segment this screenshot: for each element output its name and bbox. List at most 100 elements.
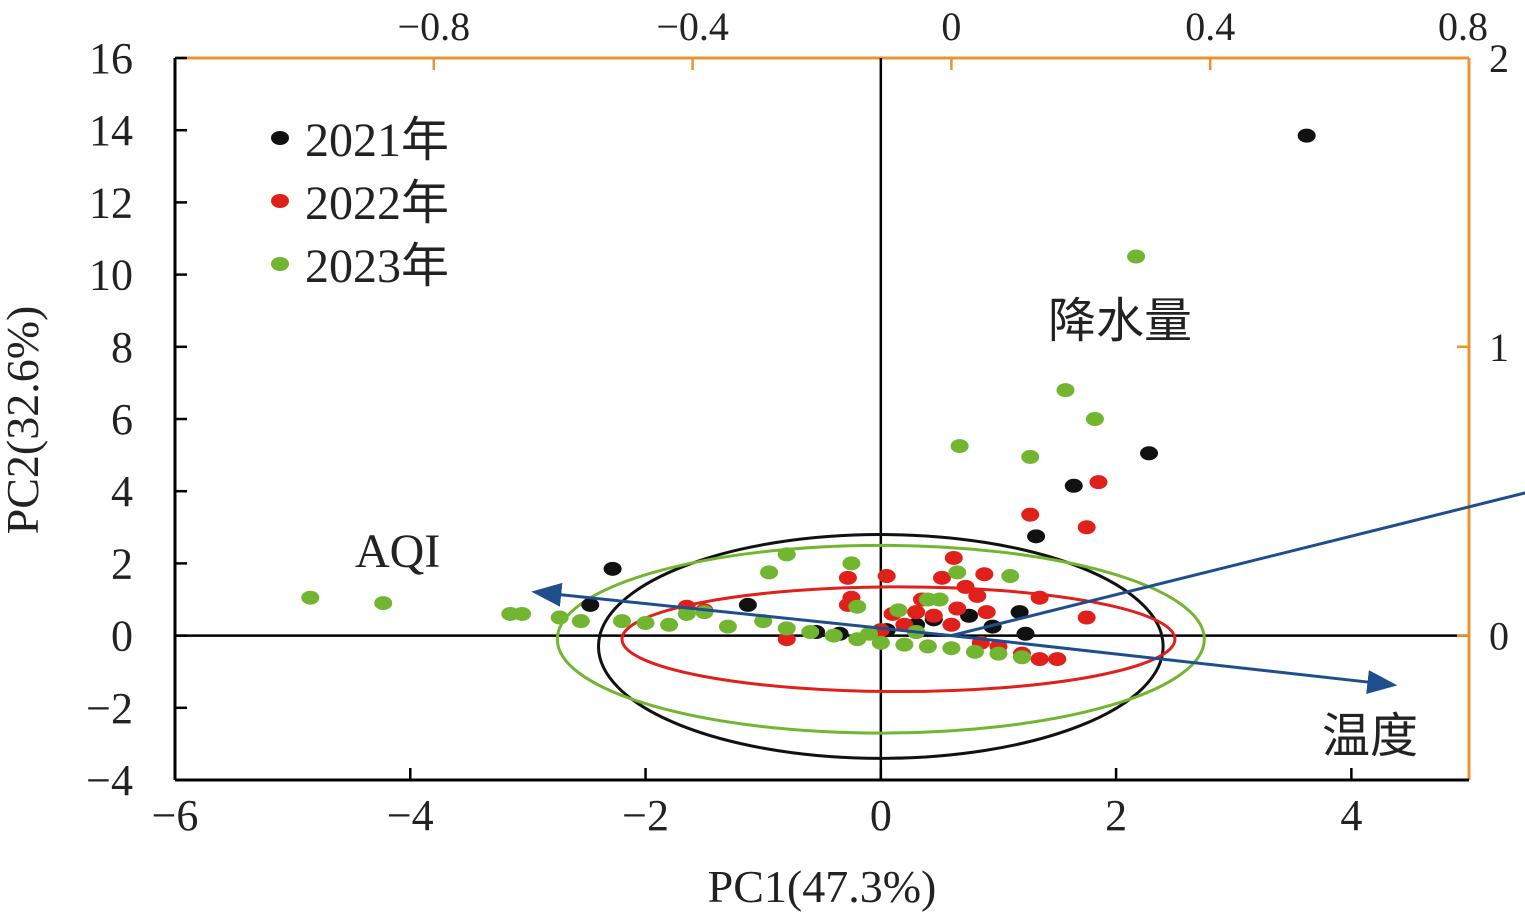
point-s2-25 bbox=[824, 628, 843, 643]
point-s2-4 bbox=[1021, 449, 1040, 464]
x-tick-label-5: 4 bbox=[1340, 791, 1362, 840]
point-s1-28 bbox=[1048, 652, 1067, 667]
point-s2-6 bbox=[842, 556, 861, 571]
confidence-ellipse-0 bbox=[596, 533, 1165, 760]
point-s1-27 bbox=[1030, 652, 1049, 667]
right-tick-label-1: 1 bbox=[1489, 325, 1509, 370]
point-s1-6 bbox=[932, 570, 951, 585]
point-s2-3 bbox=[950, 439, 969, 454]
point-s1-9 bbox=[968, 588, 987, 603]
point-s2-1 bbox=[1056, 383, 1075, 398]
point-s2-0 bbox=[1127, 249, 1146, 264]
x-tick-label-1: −4 bbox=[387, 791, 434, 840]
point-s0-2 bbox=[1064, 478, 1083, 493]
point-s2-18 bbox=[695, 605, 714, 620]
legend-item-2021: 2021年 bbox=[271, 114, 449, 167]
x-tick-label-0: −6 bbox=[152, 791, 199, 840]
point-s0-5 bbox=[581, 597, 600, 612]
y-axis-title: PC2(32.6%) bbox=[0, 306, 48, 535]
y-tick-label-1: −2 bbox=[86, 684, 133, 733]
point-s2-28 bbox=[895, 637, 914, 652]
loading-label-aqi: AQI bbox=[355, 525, 440, 578]
point-s2-36 bbox=[613, 614, 632, 629]
legend-item-2023: 2023年 bbox=[271, 240, 449, 293]
confidence-ellipse-2 bbox=[555, 543, 1206, 735]
point-s2-2 bbox=[1085, 412, 1104, 426]
top-tick-label-1: −0.4 bbox=[656, 4, 729, 49]
point-s2-32 bbox=[989, 646, 1008, 661]
point-s0-1 bbox=[1140, 446, 1159, 461]
point-s2-13 bbox=[374, 596, 393, 611]
point-s0-8 bbox=[1016, 626, 1035, 641]
point-s2-12 bbox=[301, 590, 320, 605]
point-s2-35 bbox=[636, 615, 655, 630]
point-s2-33 bbox=[1012, 650, 1031, 665]
x-tick-label-3: 0 bbox=[870, 791, 892, 840]
point-s0-6 bbox=[738, 597, 757, 612]
point-s1-12 bbox=[1030, 590, 1049, 605]
scatter-points bbox=[301, 128, 1316, 667]
legend-item-2022: 2022年 bbox=[271, 177, 449, 230]
point-s2-30 bbox=[942, 641, 961, 656]
point-s1-23 bbox=[942, 617, 961, 632]
y-tick-label-8: 12 bbox=[89, 178, 133, 227]
loading-arrow-0 bbox=[951, 491, 1525, 638]
point-s0-4 bbox=[603, 561, 622, 576]
loading-arrows bbox=[531, 491, 1525, 694]
point-s2-19 bbox=[677, 606, 696, 621]
legend-marker-2021 bbox=[271, 131, 289, 145]
point-s2-5 bbox=[777, 547, 796, 562]
loading-label-precipitation: 降水量 bbox=[1048, 295, 1192, 348]
point-s2-8 bbox=[760, 565, 779, 580]
point-s0-3 bbox=[1027, 529, 1046, 544]
legend-marker-2022 bbox=[271, 194, 289, 208]
right-tick-label-0: 0 bbox=[1489, 614, 1509, 659]
legend-label-2023: 2023年 bbox=[305, 240, 449, 293]
point-s2-20 bbox=[848, 599, 867, 614]
top-tick-label-4: 0.8 bbox=[1438, 4, 1488, 49]
point-s1-18 bbox=[924, 608, 943, 623]
y-tick-label-0: −4 bbox=[86, 756, 133, 805]
top-tick-label-0: −0.8 bbox=[398, 4, 471, 49]
point-s1-0 bbox=[1089, 475, 1108, 490]
point-s2-37 bbox=[718, 619, 737, 634]
point-s2-21 bbox=[889, 603, 908, 618]
point-s2-15 bbox=[513, 606, 532, 621]
point-s2-16 bbox=[550, 610, 569, 625]
confidence-ellipse-1 bbox=[620, 585, 1177, 694]
point-s2-7 bbox=[948, 565, 967, 580]
point-s2-23 bbox=[777, 621, 796, 636]
point-s1-15 bbox=[977, 605, 996, 620]
y-tick-label-4: 4 bbox=[111, 467, 133, 516]
point-s1-4 bbox=[838, 570, 857, 585]
point-s1-3 bbox=[944, 550, 963, 565]
confidence-ellipses bbox=[555, 533, 1206, 760]
legend: 2021年 2022年 2023年 bbox=[271, 114, 449, 293]
point-s2-31 bbox=[965, 644, 984, 659]
legend-label-2021: 2021年 bbox=[305, 114, 449, 167]
point-s2-17 bbox=[571, 614, 590, 629]
legend-marker-2023 bbox=[271, 257, 289, 271]
loading-arrow-1 bbox=[531, 582, 952, 638]
loading-label-temperature: 温度 bbox=[1322, 710, 1418, 763]
point-s2-34 bbox=[660, 617, 679, 632]
point-s0-0 bbox=[1297, 128, 1316, 143]
y-tick-label-10: 16 bbox=[89, 34, 133, 83]
point-s2-38 bbox=[860, 626, 879, 641]
y-tick-label-7: 10 bbox=[89, 251, 133, 300]
top-tick-label-2: 0 bbox=[941, 4, 961, 49]
right-tick-label-2: 2 bbox=[1489, 36, 1509, 81]
point-s2-24 bbox=[801, 624, 820, 639]
y-tick-label-9: 14 bbox=[89, 106, 133, 155]
point-s2-9 bbox=[1001, 569, 1020, 584]
legend-label-2022: 2022年 bbox=[305, 177, 449, 230]
point-s1-7 bbox=[975, 567, 994, 582]
x-tick-label-2: −2 bbox=[622, 791, 669, 840]
point-s1-1 bbox=[1021, 507, 1040, 522]
point-s1-8 bbox=[956, 579, 975, 594]
point-s1-17 bbox=[907, 605, 926, 620]
point-s2-11 bbox=[930, 592, 949, 607]
top-tick-label-3: 0.4 bbox=[1185, 4, 1235, 49]
